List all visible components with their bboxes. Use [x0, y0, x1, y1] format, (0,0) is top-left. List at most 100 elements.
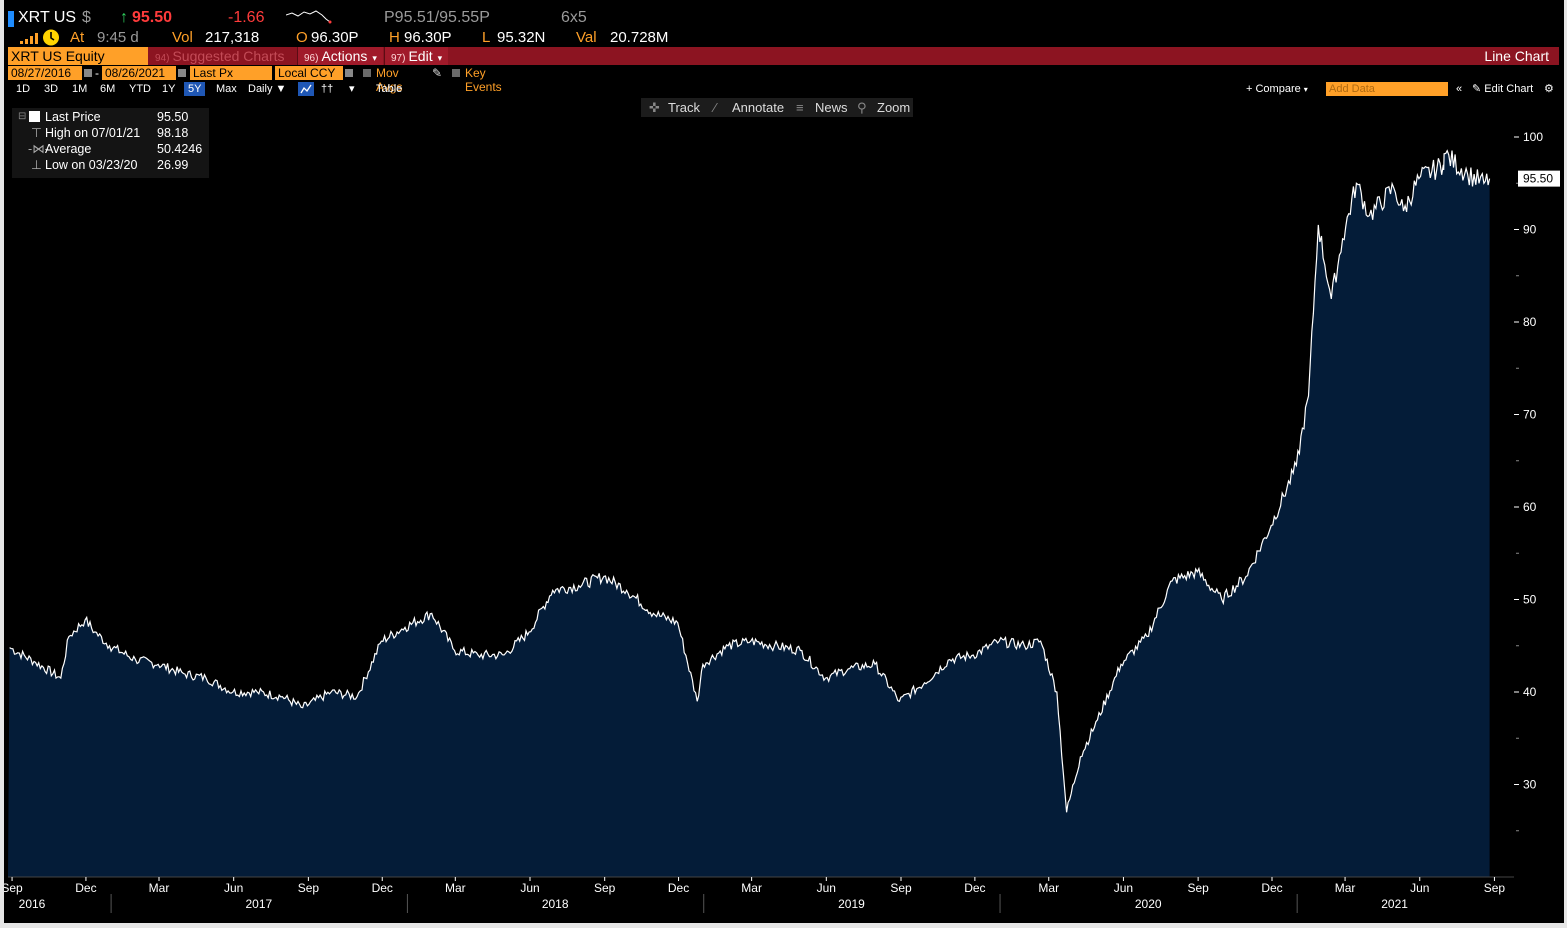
x-year-label: 2018	[542, 897, 569, 911]
x-year-label: 2017	[245, 897, 272, 911]
x-year-label: 2020	[1135, 897, 1162, 911]
period-button-ytd[interactable]: YTD	[129, 83, 151, 95]
y-axis: 30 40 50 60 70 80 90 100 95.50	[1514, 130, 1560, 832]
add-data-input[interactable]: Add Data	[1326, 82, 1448, 96]
compare-button[interactable]: + Compare ▾	[1242, 82, 1312, 96]
period-button-1d[interactable]: 1D	[16, 83, 31, 95]
legend-swatch	[29, 111, 40, 122]
key-events-label[interactable]: Key Events	[465, 66, 502, 94]
x-month-label: Mar	[741, 881, 762, 895]
up-arrow-icon: ↑	[120, 9, 128, 26]
news-icon: ≡	[796, 100, 804, 115]
y-tick-label: 60	[1523, 500, 1537, 514]
pencil-icon: ✎	[1472, 83, 1482, 95]
quote-time: 9:45 d	[97, 29, 139, 46]
collapse-icon[interactable]: «	[1456, 83, 1463, 95]
signal-bars-icon	[20, 31, 42, 49]
crosshair-icon: ✜	[649, 100, 660, 115]
pencil-icon: ∕	[714, 100, 717, 115]
date-separator: -	[95, 66, 99, 80]
at-label: At	[70, 29, 85, 46]
suggested-charts-button[interactable]: 94) Suggested Charts	[151, 47, 299, 65]
period-button-1y[interactable]: 1Y	[162, 83, 176, 95]
bid-ask-size: 6x5	[561, 9, 587, 26]
zoom-button[interactable]: Zoom	[877, 100, 911, 115]
annotate-button[interactable]: Annotate	[732, 100, 785, 115]
function-bar: XRT US Equity 94) Suggested Charts 96) Act…	[8, 47, 1559, 65]
line-chart-icon[interactable]	[298, 82, 314, 96]
table-button[interactable]: Table	[376, 83, 403, 95]
open-label: O	[296, 29, 308, 46]
frequency-label: Daily	[248, 83, 273, 95]
x-year-label: 2019	[838, 897, 865, 911]
period-button-6m[interactable]: 6M	[100, 83, 116, 95]
average-label: Average	[45, 142, 92, 156]
traded-value: 20.728M	[610, 29, 669, 46]
average-marker-icon: -⋈-	[28, 142, 49, 156]
price-area	[8, 150, 1490, 877]
field-select[interactable]: Last Px	[190, 66, 272, 80]
mov-avgs-checkbox[interactable]	[363, 69, 371, 77]
ticker[interactable]: XRT US	[18, 9, 77, 26]
frequency-select[interactable]: Daily ▼	[244, 82, 290, 96]
period-button-5y[interactable]: 5Y	[184, 82, 206, 96]
high-marker-icon: ⊤	[31, 126, 42, 140]
x-year-label: 2021	[1381, 897, 1408, 911]
x-month-label: Dec	[964, 881, 985, 895]
x-month-label: Mar	[1335, 881, 1356, 895]
period-button-3d[interactable]: 3D	[44, 83, 59, 95]
vol-label: Vol	[172, 29, 193, 46]
calendar-icon[interactable]	[178, 69, 186, 77]
x-month-label: Mar	[445, 881, 466, 895]
clock-icon	[42, 29, 60, 50]
x-month-label: Jun	[1114, 881, 1133, 895]
chevron-down-icon: ▾	[437, 53, 443, 63]
last-price-value: 95.50	[157, 110, 189, 124]
high-label: H	[389, 29, 400, 46]
net-change: -1.66	[228, 9, 265, 26]
end-date-field[interactable]: 08/26/2021	[102, 66, 176, 80]
x-month-label: Sep	[890, 881, 912, 895]
x-month-label: Jun	[520, 881, 539, 895]
bar-style-icon[interactable]: ††	[321, 83, 334, 95]
last-price-label: Last Price	[45, 110, 101, 124]
gear-icon[interactable]: ⚙	[1544, 83, 1554, 95]
period-button-1m[interactable]: 1M	[72, 83, 88, 95]
start-date-field[interactable]: 08/27/2016	[8, 66, 82, 80]
edit-chart-button[interactable]: ✎ Edit Chart	[1468, 82, 1537, 96]
x-month-label: Jun	[224, 881, 243, 895]
x-month-label: Dec	[75, 881, 96, 895]
period-button-max[interactable]: Max	[216, 83, 237, 95]
dropdown-icon[interactable]	[345, 69, 353, 77]
actions-num: 96)	[304, 53, 319, 64]
average-value: 50.4246	[157, 142, 203, 156]
last-price: 95.50	[132, 9, 173, 26]
y-tick-label: 100	[1523, 130, 1543, 144]
calendar-icon[interactable]	[84, 69, 92, 77]
edit-label: Edit	[408, 48, 433, 64]
collapse-icon[interactable]: ⊟	[18, 111, 27, 122]
x-month-label: Mar	[149, 881, 170, 895]
security-field[interactable]: XRT US Equity	[8, 47, 148, 65]
track-button[interactable]: Track	[668, 100, 701, 115]
key-events-checkbox[interactable]	[452, 69, 460, 77]
x-month-label: Sep	[1187, 881, 1209, 895]
chevron-down-icon: ▾	[1303, 85, 1308, 94]
last-price-tag	[1518, 170, 1560, 187]
y-tick-label: 70	[1523, 408, 1537, 422]
actions-menu[interactable]: 96) Actions ▾	[297, 47, 383, 65]
caret-down-icon: ▼	[275, 83, 287, 95]
low-value: 26.99	[157, 158, 189, 172]
x-month-label: Mar	[1038, 881, 1059, 895]
style-dropdown-icon[interactable]: ▾	[349, 83, 355, 95]
edit-menu[interactable]: 97) Edit ▾	[384, 47, 448, 65]
x-month-label: Dec	[372, 881, 393, 895]
currency-select[interactable]: Local CCY	[275, 66, 343, 80]
pencil-icon[interactable]: ✎	[432, 66, 443, 80]
period-toolbar: 1D 3D 1M 6M YTD 1Y 5Y Max Daily ▼ †† ▾ Table + …	[8, 82, 1559, 97]
news-button[interactable]: News	[815, 100, 848, 115]
mov-avgs-label[interactable]: Mov Avgs	[376, 66, 403, 94]
y-tick-label: 50	[1523, 593, 1537, 607]
